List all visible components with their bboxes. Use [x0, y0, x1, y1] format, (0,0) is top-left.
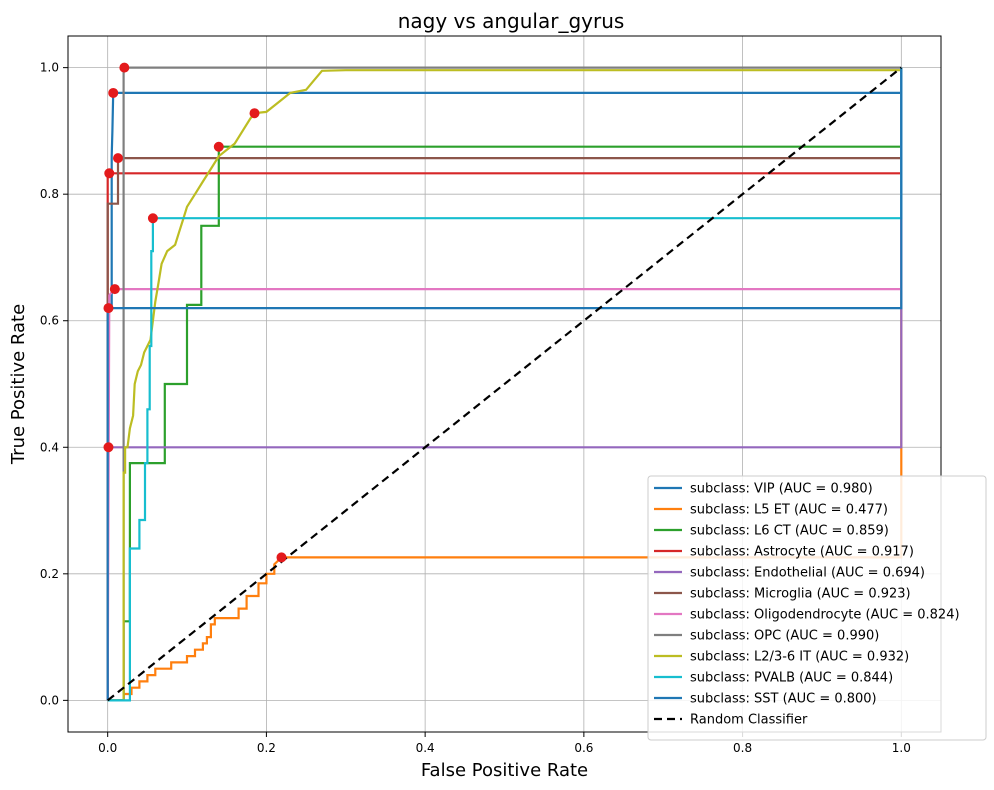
- threshold-marker-7: [119, 62, 130, 73]
- threshold-marker-9: [147, 213, 158, 224]
- threshold-marker-1: [276, 552, 287, 563]
- threshold-marker-4: [103, 442, 114, 453]
- x-tick-label: 0.8: [733, 741, 752, 755]
- legend-entry-0: subclass: VIP (AUC = 0.980): [690, 482, 873, 497]
- legend-entry-7: subclass: OPC (AUC = 0.990): [690, 629, 879, 644]
- chart-title: nagy vs angular_gyrus: [398, 9, 625, 33]
- series-line-9: [107, 67, 903, 702]
- legend-entry-6: subclass: Oligodendrocyte (AUC = 0.824): [690, 608, 960, 623]
- threshold-marker-6: [109, 284, 120, 295]
- y-tick-label: 1.0: [40, 61, 59, 75]
- x-tick-label: 1.0: [892, 741, 911, 755]
- legend-box: [647, 475, 987, 741]
- legend-entry-9: subclass: PVALB (AUC = 0.844): [690, 671, 893, 686]
- series-line-10: [106, 67, 903, 701]
- legend-entry-5: subclass: Microglia (AUC = 0.923): [690, 587, 911, 602]
- x-tick-label: 0.2: [257, 741, 276, 755]
- legend: subclass: VIP (AUC = 0.980) subclass: L5 …: [647, 475, 987, 741]
- threshold-marker-3: [104, 168, 115, 179]
- threshold-marker-5: [112, 153, 123, 164]
- x-axis-label: False Positive Rate: [421, 760, 588, 781]
- y-tick-label: 0.2: [40, 567, 59, 581]
- series-line-1: [107, 67, 903, 702]
- legend-entry-10: subclass: SST (AUC = 0.800): [690, 692, 877, 707]
- axis-ticks: 0.0 0.2 0.4 0.6 0.8 1.0 0.0 0.2 0.4 0.6 0.8 1.0: [40, 61, 911, 755]
- plot-frame: [67, 35, 942, 733]
- random-classifier-line: [107, 66, 902, 702]
- threshold-markers: [103, 62, 287, 563]
- legend-entry-8: subclass: L2/3-6 IT (AUC = 0.932): [690, 650, 909, 665]
- y-tick-label: 0.0: [40, 693, 59, 707]
- series-line-8: [107, 67, 903, 702]
- y-axis-label: True Positive Rate: [8, 304, 29, 465]
- x-tick-label: 0.0: [98, 741, 117, 755]
- x-tick-label: 0.6: [574, 741, 593, 755]
- threshold-marker-2: [213, 141, 224, 152]
- threshold-marker-10: [103, 303, 114, 314]
- threshold-marker-8: [249, 108, 260, 119]
- series-lines: [106, 66, 903, 702]
- legend-entry-1: subclass: L5 ET (AUC = 0.477): [690, 503, 888, 518]
- legend-entry-11: Random Classifier: [690, 713, 808, 728]
- legend-entry-3: subclass: Astrocyte (AUC = 0.917): [690, 545, 914, 560]
- x-tick-label: 0.4: [416, 741, 435, 755]
- legend-entry-4: subclass: Endothelial (AUC = 0.694): [690, 566, 925, 581]
- threshold-marker-0: [108, 87, 119, 98]
- y-tick-label: 0.8: [40, 187, 59, 201]
- series-line-11: [107, 66, 902, 702]
- y-tick-label: 0.4: [40, 440, 59, 454]
- legend-entry-2: subclass: L6 CT (AUC = 0.859): [690, 524, 889, 539]
- y-tick-label: 0.6: [40, 314, 59, 328]
